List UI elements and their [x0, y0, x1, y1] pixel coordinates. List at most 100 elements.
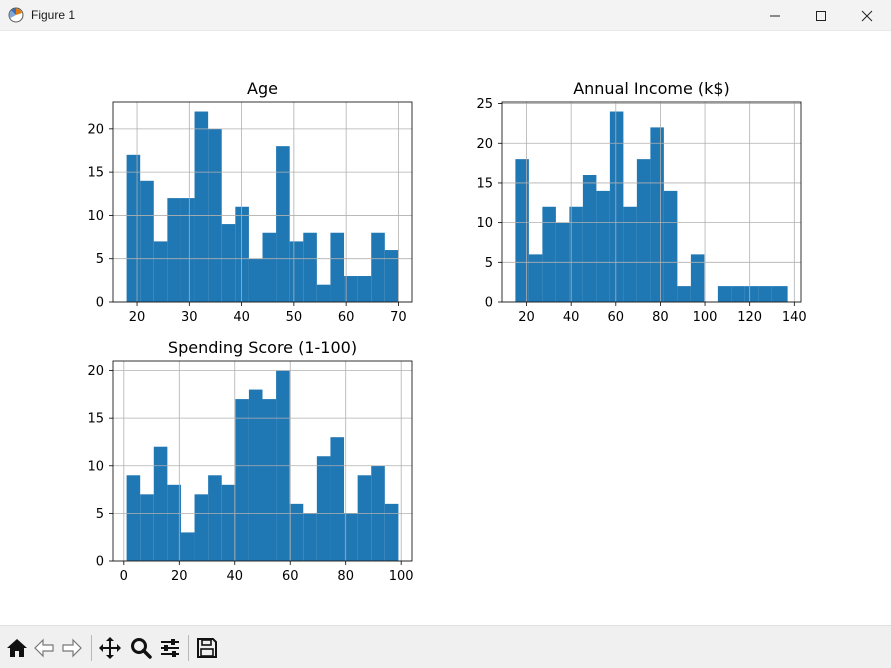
- histogram-bar: [289, 503, 304, 561]
- subplot-2: 20 40 60 80 100 120 140 0 5 10 15 20 25 Annual Income…: [476, 79, 806, 325]
- histogram-bar: [542, 206, 556, 302]
- histogram-bar: [623, 206, 637, 302]
- histogram-bar: [636, 159, 651, 302]
- histogram-bar: [140, 180, 154, 302]
- forward-arrow-icon: [62, 638, 82, 658]
- x-tick-label: 50: [286, 310, 303, 325]
- x-tick-label: 80: [337, 569, 354, 584]
- configure-subplots-button[interactable]: [157, 635, 183, 661]
- histogram-bar: [731, 286, 745, 302]
- minimize-button[interactable]: [752, 0, 798, 31]
- histogram-bar: [677, 286, 691, 302]
- histogram-bar: [180, 198, 195, 302]
- histogram-bar: [650, 127, 664, 303]
- histogram-bar: [330, 232, 345, 302]
- histogram-bar: [744, 286, 759, 302]
- x-tick-label: 100: [389, 569, 414, 584]
- toolbar-separator: [188, 635, 189, 661]
- y-tick-label: 0: [96, 555, 104, 570]
- histogram-bar: [194, 494, 209, 561]
- histogram-bar: [596, 190, 610, 302]
- histogram-bar: [690, 254, 705, 302]
- histogram-bar: [208, 475, 222, 561]
- subplot-title: Spending Score (1-100): [168, 338, 357, 357]
- y-tick-label: 0: [96, 296, 104, 311]
- y-tick-label: 15: [87, 166, 104, 181]
- histogram-bar: [344, 276, 358, 302]
- histogram-bar: [384, 503, 399, 561]
- pan-button[interactable]: [97, 635, 123, 661]
- home-icon: [7, 639, 27, 657]
- histogram-bar: [371, 232, 385, 302]
- histogram-bar: [262, 232, 277, 302]
- histogram-bar: [316, 284, 331, 302]
- histogram-bar: [515, 159, 529, 302]
- y-tick-label: 5: [96, 507, 104, 522]
- histogram-bar: [303, 232, 317, 302]
- x-tick-label: 60: [282, 569, 299, 584]
- close-button[interactable]: [844, 0, 890, 31]
- y-tick-label: 5: [96, 252, 104, 267]
- y-tick-label: 20: [476, 137, 493, 152]
- histogram-bar: [609, 111, 624, 303]
- axes-frame: [112, 360, 413, 562]
- y-tick-label: 5: [485, 256, 493, 271]
- x-tick-label: 20: [129, 310, 146, 325]
- x-tick-label: 40: [233, 310, 250, 325]
- zoom-button[interactable]: [128, 635, 154, 661]
- histogram-bar: [316, 456, 331, 561]
- window-titlebar: Figure 1: [0, 0, 891, 31]
- forward-button[interactable]: [59, 635, 85, 661]
- histogram-bar: [140, 494, 154, 561]
- histogram-bar: [180, 532, 195, 561]
- y-tick-label: 15: [476, 176, 493, 191]
- histogram-bar: [384, 250, 399, 302]
- histogram-bar: [221, 484, 236, 561]
- matplotlib-figure-icon: [8, 7, 24, 23]
- y-tick-label: 10: [87, 209, 104, 224]
- x-tick-label: 120: [737, 310, 762, 325]
- figure-canvas[interactable]: 20 30 40 50 60 70 0 5 10 15 20 Age 20 40 60 80 100 120 140…: [0, 31, 891, 625]
- histogram-bar: [717, 286, 732, 302]
- y-tick-label: 10: [476, 216, 493, 231]
- histogram-bar: [344, 513, 358, 561]
- subplot-1: 20 30 40 50 60 70 0 5 10 15 20 Age: [87, 79, 413, 325]
- histogram-bar: [126, 475, 141, 561]
- navigation-toolbar: [0, 625, 891, 668]
- save-icon: [197, 638, 217, 658]
- histogram-bar: [248, 258, 263, 302]
- axes-frame: [112, 101, 413, 303]
- maximize-button[interactable]: [798, 0, 844, 31]
- x-tick-label: 60: [338, 310, 355, 325]
- histogram-bar: [276, 146, 290, 302]
- histogram-bar: [330, 437, 345, 561]
- histogram-bar: [528, 254, 543, 302]
- histogram-bar: [153, 241, 168, 302]
- x-tick-label: 80: [652, 310, 669, 325]
- move-icon: [99, 637, 121, 659]
- x-tick-label: 60: [608, 310, 625, 325]
- histogram-bar: [248, 389, 263, 561]
- axes-frame: [501, 101, 802, 303]
- histogram-bar: [303, 513, 317, 561]
- y-tick-label: 0: [485, 296, 493, 311]
- subplot-title: Annual Income (k$): [573, 79, 730, 98]
- x-tick-label: 20: [518, 310, 535, 325]
- histogram-bar: [221, 224, 236, 302]
- x-tick-label: 100: [693, 310, 718, 325]
- save-button[interactable]: [194, 635, 220, 661]
- histogram-bar: [663, 190, 678, 302]
- y-tick-label: 15: [87, 412, 104, 427]
- histogram-bar: [126, 154, 141, 302]
- histogram-bar: [289, 241, 304, 302]
- histogram-bar: [235, 399, 249, 561]
- histogram-bar: [194, 111, 209, 303]
- back-button[interactable]: [31, 635, 57, 661]
- home-button[interactable]: [4, 635, 30, 661]
- minimize-icon: [770, 15, 780, 16]
- window-title: Figure 1: [31, 8, 76, 22]
- histogram-bar: [357, 475, 372, 561]
- histogram-bar: [235, 206, 249, 302]
- y-tick-label: 20: [87, 364, 104, 379]
